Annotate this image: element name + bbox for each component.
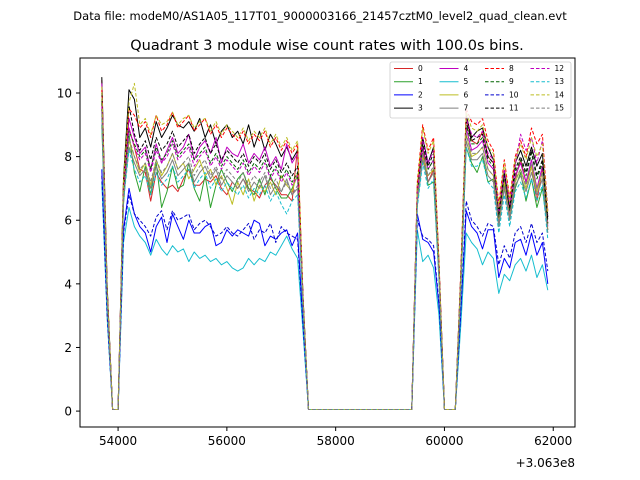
x-tick-label: 62000 (534, 434, 572, 448)
y-tick-label: 10 (57, 86, 72, 100)
series-line-12 (101, 105, 549, 410)
x-tick-label: 58000 (317, 434, 355, 448)
legend-label-13: 13 (555, 77, 565, 86)
legend-label-2: 2 (418, 90, 423, 99)
legend-label-3: 3 (418, 104, 423, 113)
y-tick-label: 0 (64, 405, 72, 419)
y-tick-label: 4 (64, 277, 72, 291)
legend-label-4: 4 (464, 64, 469, 73)
chart-title: Quadrant 3 module wise count rates with … (130, 38, 524, 54)
legend-label-6: 6 (464, 90, 469, 99)
legend-label-15: 15 (555, 104, 565, 113)
legend-label-1: 1 (418, 77, 423, 86)
legend-label-11: 11 (509, 104, 519, 113)
legend-label-9: 9 (509, 77, 514, 86)
legend-label-12: 12 (555, 64, 565, 73)
legend-label-8: 8 (509, 64, 514, 73)
legend-label-5: 5 (464, 77, 469, 86)
x-tick-label: 56000 (208, 434, 246, 448)
x-tick-label: 54000 (99, 434, 137, 448)
y-tick-label: 6 (64, 214, 72, 228)
series-group (101, 77, 549, 410)
legend-label-7: 7 (464, 104, 469, 113)
x-axis: 54000 56000 58000 60000 62000 (99, 427, 572, 448)
file-suptitle: Data file: modeM0/AS1A05_117T01_90000031… (73, 9, 567, 23)
legend-label-14: 14 (555, 90, 565, 99)
legend-box (389, 61, 572, 119)
y-axis: 0 2 4 6 8 10 (57, 86, 80, 419)
y-tick-label: 2 (64, 341, 72, 355)
series-line-15 (101, 112, 549, 410)
legend-label-0: 0 (418, 64, 423, 73)
x-tick-label: 60000 (425, 434, 463, 448)
y-tick-label: 8 (64, 150, 72, 164)
plot-area (79, 57, 576, 428)
series-line-13 (101, 118, 549, 410)
x-axis-offset-label: +3.063e8 (516, 456, 575, 470)
legend-label-10: 10 (509, 90, 519, 99)
